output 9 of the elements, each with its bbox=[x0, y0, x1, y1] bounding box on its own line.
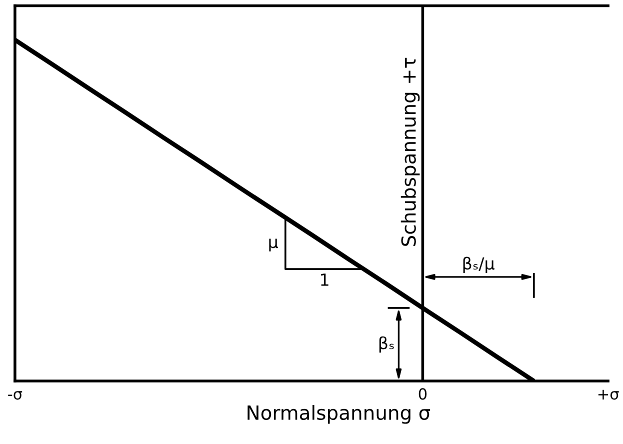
x-tick-label: 0 bbox=[418, 388, 427, 400]
annotation: βₛ bbox=[379, 336, 394, 353]
x-tick-label: +σ bbox=[598, 390, 619, 400]
annotation: μ bbox=[269, 238, 278, 252]
y-axis-title: Schubspannung +τ bbox=[400, 58, 420, 246]
annotation: βₛ/μ bbox=[463, 256, 494, 273]
x-axis-title: Normalspannung σ bbox=[248, 404, 430, 424]
x-tick-label: -σ bbox=[8, 391, 22, 400]
annotation: 1 bbox=[321, 274, 328, 286]
